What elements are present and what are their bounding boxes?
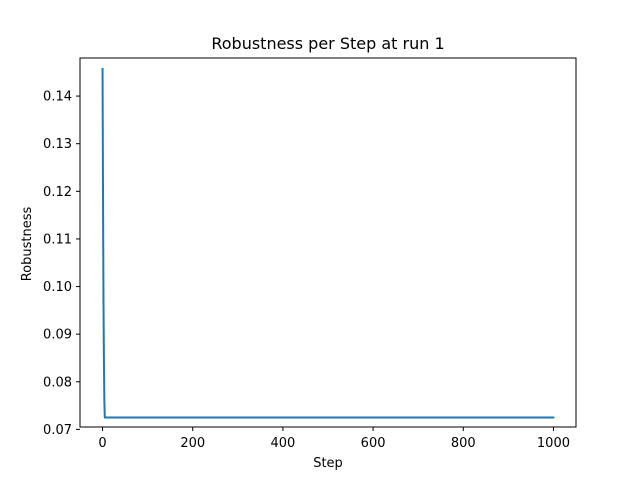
y-tick-label: 0.08 xyxy=(43,375,72,390)
y-tick-label: 0.09 xyxy=(43,328,72,343)
y-tick-label: 0.10 xyxy=(43,280,72,295)
y-tick-label: 0.14 xyxy=(43,90,72,105)
axes-frame xyxy=(79,57,577,428)
y-tick-label: 0.07 xyxy=(43,423,72,438)
y-tick-label: 0.13 xyxy=(43,137,72,152)
x-tick-label: 1000 xyxy=(537,436,570,451)
x-tick-label: 0 xyxy=(98,436,106,451)
y-axis-label: Robustness xyxy=(20,206,35,281)
x-tick-label: 200 xyxy=(180,436,205,451)
x-tick-label: 600 xyxy=(361,436,386,451)
series-line-robustness xyxy=(101,67,555,419)
axes: 0 200 400 600 800 1000 0.07 0.08 0.09 0.10 0.11 0.1… xyxy=(43,57,577,451)
x-axis-label: Step xyxy=(313,456,343,471)
y-tick-label: 0.11 xyxy=(43,232,72,247)
x-tick-label: 400 xyxy=(270,436,295,451)
chart-title: Robustness per Step at run 1 xyxy=(211,34,444,53)
y-tick-label: 0.12 xyxy=(43,185,72,200)
plot-area xyxy=(101,67,555,419)
x-tick-label: 800 xyxy=(451,436,476,451)
